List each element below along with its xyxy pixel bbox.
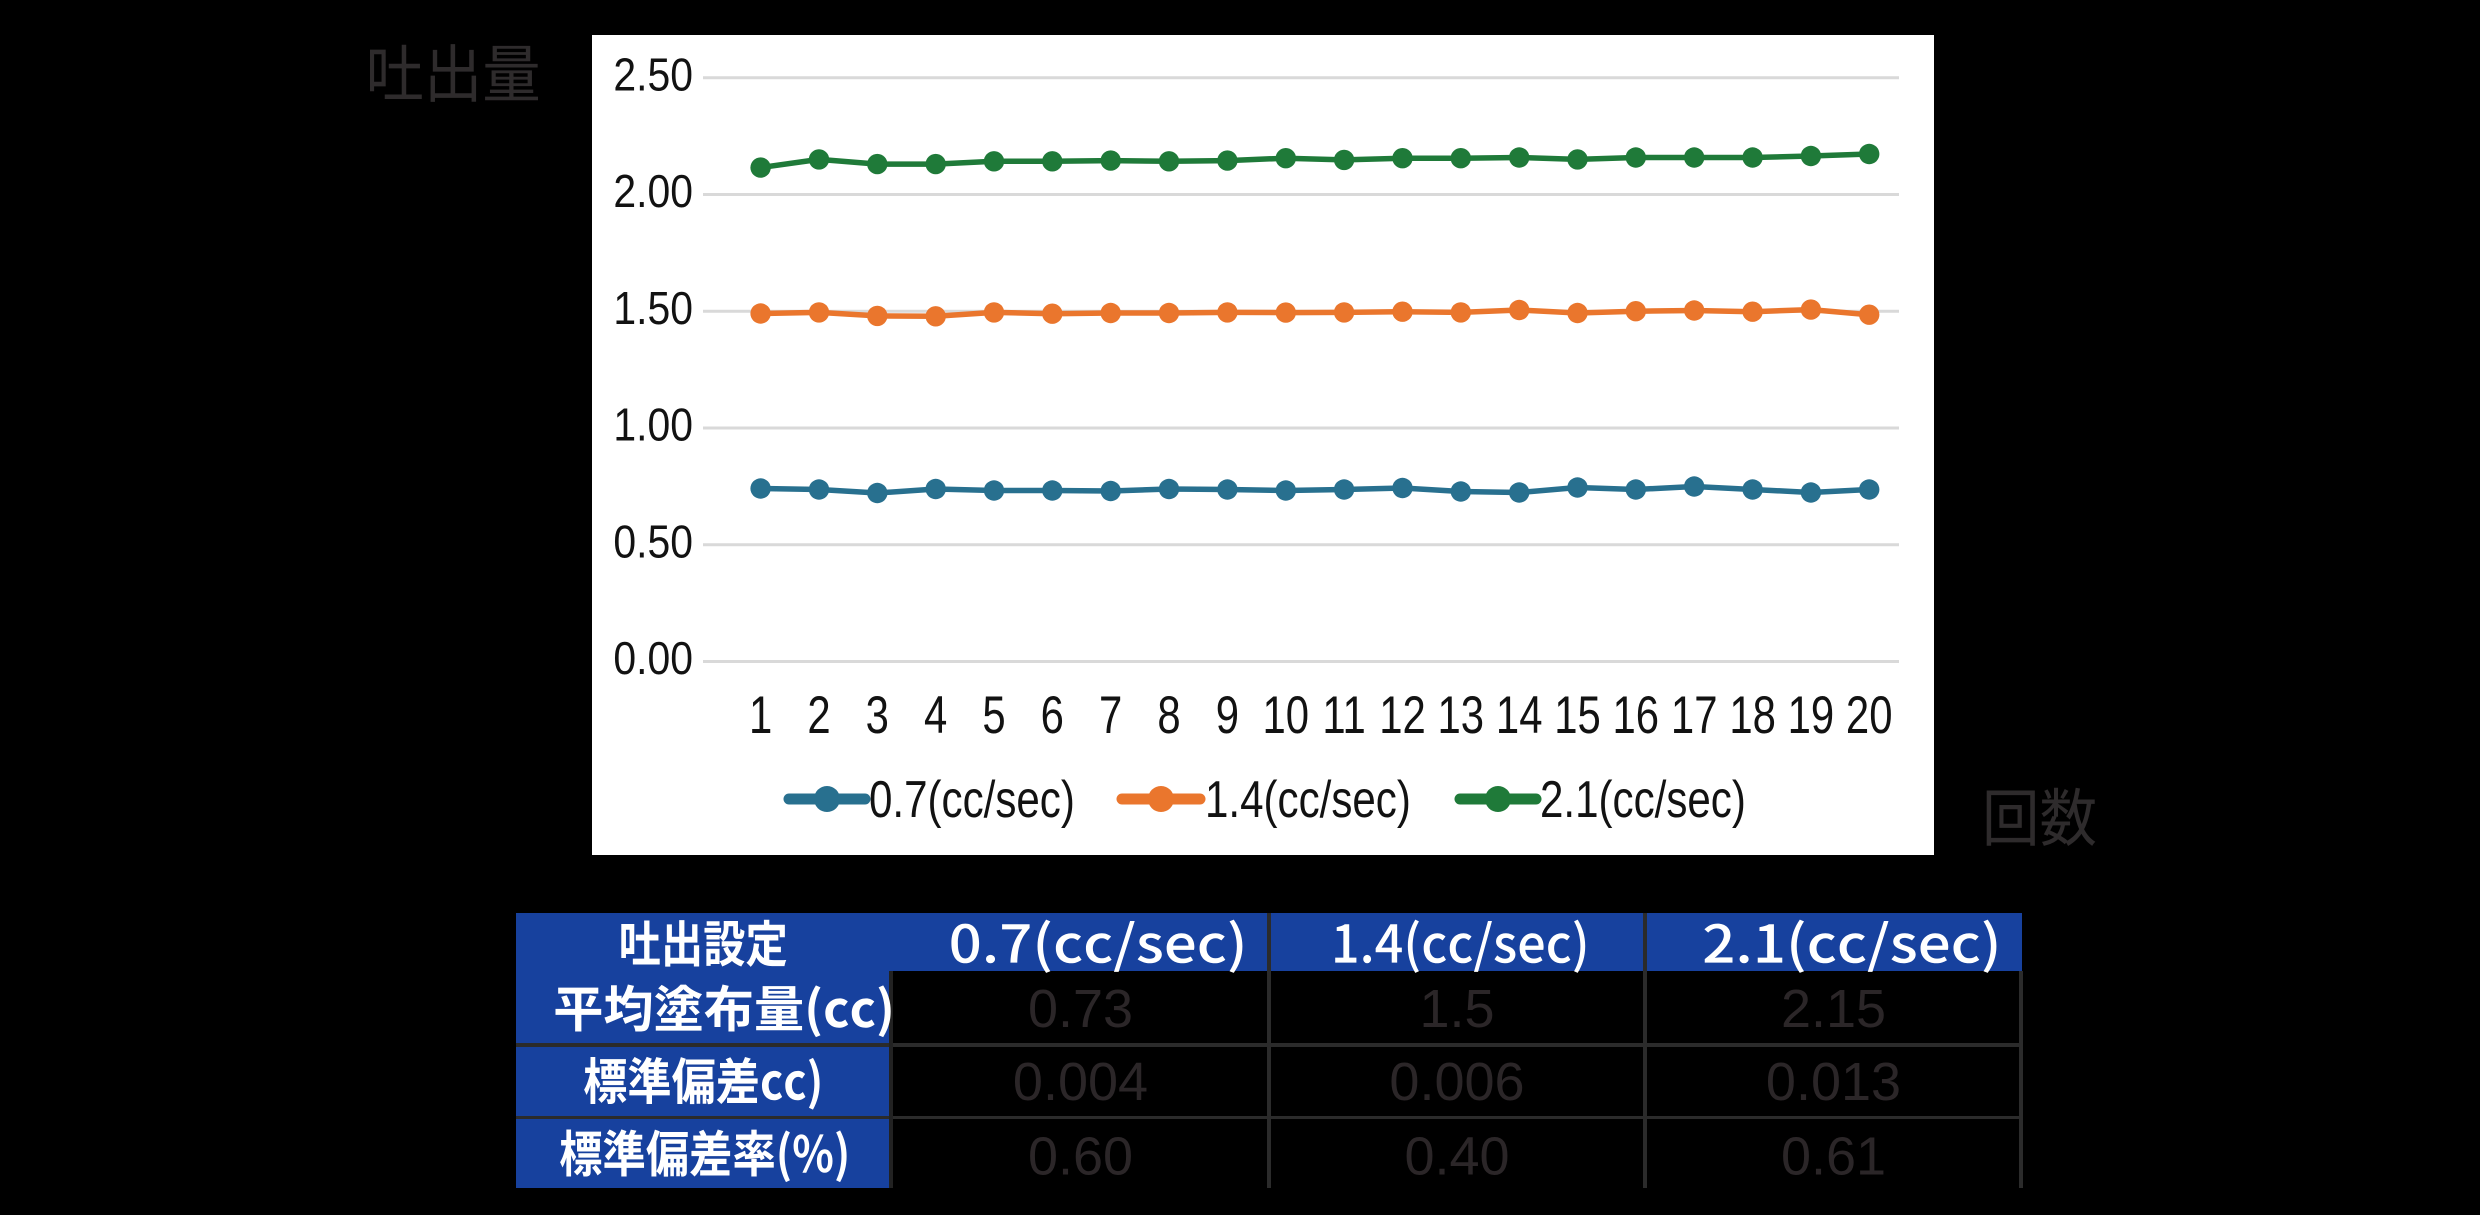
svg-text:2.50: 2.50 xyxy=(613,49,693,101)
svg-text:14: 14 xyxy=(1496,686,1543,745)
svg-text:9: 9 xyxy=(1216,686,1239,745)
svg-text:2: 2 xyxy=(807,686,830,745)
svg-text:2.1(cc/sec): 2.1(cc/sec) xyxy=(1540,771,1746,829)
svg-text:3: 3 xyxy=(866,686,889,745)
svg-text:8: 8 xyxy=(1157,686,1180,745)
svg-text:18: 18 xyxy=(1729,686,1776,745)
svg-text:6: 6 xyxy=(1041,686,1064,745)
svg-text:1: 1 xyxy=(749,686,772,745)
svg-text:0.7(cc/sec): 0.7(cc/sec) xyxy=(869,771,1075,829)
svg-text:13: 13 xyxy=(1438,686,1485,745)
svg-text:15: 15 xyxy=(1554,686,1601,745)
svg-text:19: 19 xyxy=(1788,686,1835,745)
svg-text:0.013: 0.013 xyxy=(1766,1052,1901,1112)
svg-text:7: 7 xyxy=(1099,686,1122,745)
svg-text:1.00: 1.00 xyxy=(613,399,693,451)
svg-text:0.004: 0.004 xyxy=(1013,1052,1148,1112)
svg-text:0.40: 0.40 xyxy=(1404,1127,1509,1187)
svg-text:2.15: 2.15 xyxy=(1781,979,1886,1039)
svg-text:16: 16 xyxy=(1613,686,1660,745)
svg-text:5: 5 xyxy=(982,686,1005,745)
svg-text:4: 4 xyxy=(924,686,947,745)
svg-text:0.00: 0.00 xyxy=(613,633,693,685)
svg-text:17: 17 xyxy=(1671,686,1718,745)
svg-text:0.61: 0.61 xyxy=(1781,1127,1886,1187)
svg-text:0.006: 0.006 xyxy=(1389,1052,1524,1112)
svg-text:1.50: 1.50 xyxy=(613,282,693,334)
svg-text:20: 20 xyxy=(1846,686,1893,745)
svg-text:12: 12 xyxy=(1379,686,1426,745)
svg-text:0.73: 0.73 xyxy=(1028,979,1133,1039)
svg-text:2.00: 2.00 xyxy=(613,166,693,218)
svg-text:10: 10 xyxy=(1263,686,1310,745)
svg-text:1.5: 1.5 xyxy=(1419,979,1494,1039)
svg-text:0.60: 0.60 xyxy=(1028,1127,1133,1187)
svg-text:0.50: 0.50 xyxy=(613,516,693,568)
svg-text:11: 11 xyxy=(1322,686,1365,745)
svg-text:1.4(cc/sec): 1.4(cc/sec) xyxy=(1205,771,1411,829)
